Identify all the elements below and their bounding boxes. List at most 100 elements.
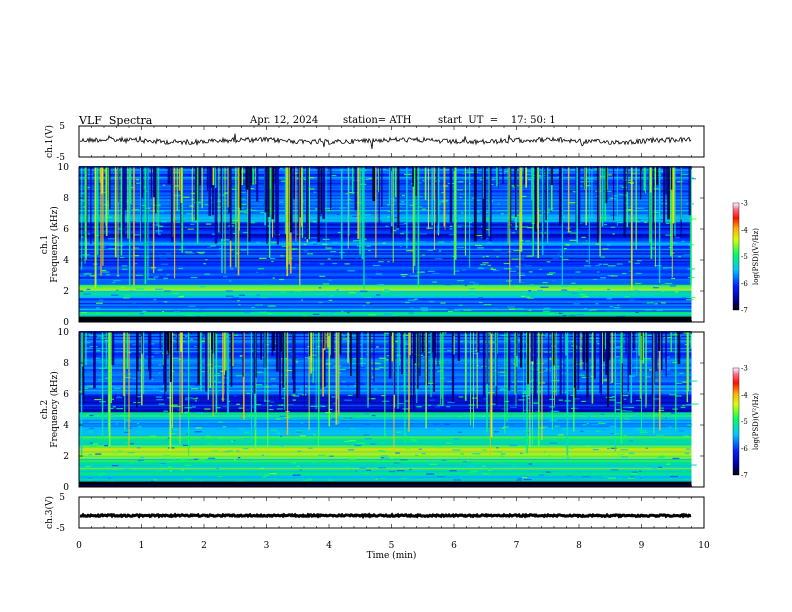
spectrogram-cell: [107, 480, 115, 483]
spectrogram-cell: [609, 333, 612, 335]
spectrogram-sferic: [640, 332, 642, 435]
spectrogram-sferic: [292, 332, 296, 394]
spectrogram-cell: [174, 220, 181, 222]
spectrogram-cell: [331, 373, 339, 375]
spectrogram-row: [79, 283, 692, 285]
spectrogram-cell: [511, 258, 519, 260]
spectrogram-cell: [472, 353, 479, 355]
spectrogram-cell: [622, 272, 627, 275]
spectrogram-cell: [658, 466, 662, 468]
spectrogram-cell: [401, 477, 407, 480]
spectrogram-cell: [330, 251, 337, 253]
spectrogram-cell: [286, 477, 294, 479]
spectrogram-cell: [162, 385, 166, 387]
spectrogram-cell: [621, 406, 628, 408]
spectrogram-cell: [605, 190, 612, 192]
spectrogram-cell: [176, 409, 181, 411]
spectrogram-row: [79, 170, 692, 173]
spectrogram-sferic: [299, 167, 301, 218]
spectrogram-cell: [325, 363, 331, 365]
spectrogram-cell: [117, 389, 124, 392]
spectrogram-cell: [205, 223, 212, 225]
colorbar-tick-label: -4: [741, 226, 748, 234]
spectrogram-sferic: [235, 167, 237, 268]
spectrogram-sferic: [675, 332, 677, 431]
spectrogram-cell: [374, 363, 382, 365]
spectrogram-cell: [375, 423, 378, 425]
spectrogram-cell: [527, 292, 531, 294]
spectrogram-cell: [444, 423, 450, 425]
spectrogram-cell: [564, 472, 568, 474]
spectrogram-cell: [458, 396, 464, 398]
spectrogram-sferic: [143, 332, 145, 394]
spectrogram-cell: [307, 189, 310, 191]
spectrogram-cell: [107, 300, 113, 302]
spectrogram-cell: [417, 206, 423, 208]
spectrogram-cell: [590, 179, 598, 181]
spectrogram-cell: [140, 204, 145, 206]
spectrogram-cell: [308, 188, 315, 190]
spectrogram-cell: [598, 420, 603, 423]
spectrogram-cell: [115, 423, 118, 425]
spectrogram-row: [79, 470, 692, 473]
spectrogram-cell: [135, 274, 143, 276]
spectrogram-row: [79, 479, 692, 482]
spectrogram-cell: [579, 294, 586, 296]
spectrogram-sferic: [256, 167, 259, 202]
spectrogram-cell: [292, 248, 298, 250]
spectrogram-cell: [157, 225, 164, 227]
spectrogram-sferic: [650, 167, 653, 259]
spectrogram-cell: [613, 307, 621, 309]
spectrogram-sferic: [482, 332, 486, 397]
spectrogram-cell: [506, 280, 513, 282]
spectrogram-cell: [89, 282, 92, 284]
spectrogram-cell: [350, 206, 357, 208]
spectrogram-cell: [615, 433, 620, 435]
spectrogram-cell: [580, 362, 585, 364]
spectrogram-cell: [352, 215, 360, 218]
spectrogram-cell: [619, 185, 625, 187]
spectrogram-cell: [603, 263, 609, 265]
spectrogram-cell: [426, 473, 435, 475]
y-axis-label: ch.3(V): [44, 496, 55, 529]
spectrogram-cell: [239, 355, 242, 358]
spectrogram-row: [79, 466, 692, 468]
spectrogram-cell: [585, 260, 589, 262]
spectrogram-sferic: [264, 332, 266, 402]
spectrogram-cell: [132, 302, 137, 304]
spectrogram-cell: [617, 304, 620, 306]
spectrogram-cell: [669, 242, 677, 244]
spectrogram-cell: [671, 412, 676, 414]
spectrogram-cell: [578, 288, 582, 290]
spectrogram-sferic: [443, 167, 445, 227]
spectrogram-row: [79, 454, 692, 456]
spectrogram-sferic: [282, 332, 285, 388]
spectrogram-sferic: [310, 332, 312, 374]
spectrogram-row: [79, 247, 692, 249]
spectrogram-cell: [458, 295, 462, 297]
spectrogram-cell: [656, 434, 664, 436]
spectrogram-cell: [598, 263, 603, 265]
spectrogram-cell: [131, 344, 140, 346]
start-time-label: start UT = 17: 50: 1: [438, 115, 556, 126]
spectrogram-sferic: [328, 332, 330, 427]
spectrogram-cell: [199, 308, 205, 310]
spectrogram-cell: [293, 290, 302, 292]
spectrogram-sferic: [211, 332, 213, 368]
spectrogram-cell: [257, 268, 264, 270]
spectrogram-cell: [114, 295, 117, 297]
spectrogram-cell: [124, 442, 129, 444]
station-label: station= ATH: [343, 115, 412, 126]
spectrogram-cell: [656, 309, 664, 311]
spectrogram-cell: [247, 473, 256, 475]
spectrogram-sferic: [241, 167, 243, 186]
spectrogram-cell: [280, 445, 284, 447]
spectrogram-sferic: [645, 332, 647, 408]
spectrogram-cell: [217, 242, 224, 244]
spectrogram-cell: [295, 431, 302, 433]
spectrogram-cell: [516, 380, 524, 383]
spectrogram-cell: [581, 422, 587, 425]
spectrogram-cell: [427, 352, 431, 354]
spectrogram-sferic: [670, 167, 673, 190]
spectrogram-cell: [390, 242, 395, 245]
